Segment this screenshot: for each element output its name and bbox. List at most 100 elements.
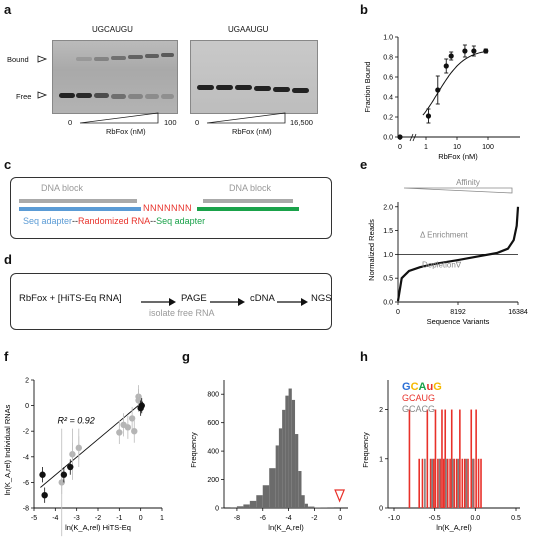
free-band xyxy=(197,85,214,90)
black-point xyxy=(39,471,46,478)
data-point xyxy=(443,63,449,69)
y-tick-label: 2.0 xyxy=(383,204,393,211)
x-tick-label: -4 xyxy=(52,515,58,522)
black-point xyxy=(67,463,74,471)
x-tick-label: -4 xyxy=(285,515,291,522)
dash-separator: -- xyxy=(72,216,79,226)
normalized-reads-chart: 0.0 0.5 1.0 1.5 2.0 0 8192 16384 Affinity Δ Enric… xyxy=(367,178,528,326)
x-tick-label: -5 xyxy=(31,515,37,522)
histogram-bar xyxy=(249,500,257,508)
free-band xyxy=(292,88,309,93)
motif-bar xyxy=(437,458,439,508)
x-axis-label: RbFox (nM) xyxy=(438,152,478,161)
x-tick-label: 16384 xyxy=(508,309,528,316)
y-tick-label: 0 xyxy=(25,403,29,410)
motif-logo-letter: A xyxy=(419,381,427,393)
x-tick-label: 8192 xyxy=(450,309,466,316)
dna-block-right-label: DNA block xyxy=(229,183,272,193)
legend-gcacg: GCACG xyxy=(402,404,435,414)
motif-bar xyxy=(444,409,447,508)
bound-band xyxy=(111,56,126,60)
gray-point xyxy=(124,424,132,431)
motif-logo-letter: G xyxy=(433,381,442,393)
seq-adapter-left-bar xyxy=(19,207,141,211)
panel-label-h: h xyxy=(360,349,368,364)
reads-curve xyxy=(396,206,520,302)
x-tick-label: -1.0 xyxy=(388,515,400,522)
histogram-bar xyxy=(301,495,305,508)
x-tick-label: 1 xyxy=(424,144,428,151)
motif-logo-letter: u xyxy=(426,381,433,393)
free-band xyxy=(111,94,126,99)
motif-bar xyxy=(472,458,475,508)
panel-label-e: e xyxy=(360,157,368,172)
dna-block-left-bar xyxy=(19,199,137,203)
depletion-label: Depletion∇ xyxy=(422,261,462,270)
x-tick-label: 1 xyxy=(160,515,164,522)
affinity-histogram: -8 -6 -4 -2 0 0 200 400 600 800 Frequency ln(K_A,re… xyxy=(189,380,348,532)
motif-bar xyxy=(465,458,468,508)
motif-bar xyxy=(438,458,441,508)
free-band xyxy=(59,93,75,98)
motif-bar xyxy=(421,458,424,508)
motif-bar xyxy=(477,458,480,508)
library-design-box: DNA block DNA block NNNNNNN Seq adapter-… xyxy=(10,177,332,239)
x-tick-label: -2 xyxy=(311,515,317,522)
randomized-rna-label: Randomized RNA xyxy=(78,216,151,226)
x-tick-label: -0.5 xyxy=(429,515,441,522)
data-point xyxy=(462,48,468,54)
workflow-note: isolate free RNA xyxy=(149,308,215,318)
motif-bar xyxy=(463,458,466,508)
bound-arrow-icon xyxy=(37,55,48,63)
y-tick-label: 0.8 xyxy=(383,55,393,62)
affinity-wedge-icon xyxy=(403,187,513,194)
free-arrow-icon xyxy=(37,91,48,99)
motif-histogram: -1.0 -0.5 0.0 0.5012GCAuGGCAUGGCACGFrequenc… xyxy=(361,380,521,532)
gcaug-marker-icon xyxy=(334,489,346,503)
y-tick-label: 2 xyxy=(25,378,29,385)
x-tick-label: 0.5 xyxy=(511,515,521,522)
dash-separator: -- xyxy=(150,216,157,226)
motif-bar xyxy=(446,458,449,508)
bound-band xyxy=(94,57,109,61)
black-point xyxy=(41,492,48,499)
x-tick-label: 0.0 xyxy=(470,515,480,522)
dna-block-left-label: DNA block xyxy=(41,183,84,193)
y-tick-label: 800 xyxy=(207,392,219,399)
motif-bar xyxy=(451,458,454,508)
histogram-bar xyxy=(314,507,321,508)
histogram-bar xyxy=(288,388,292,508)
black-point xyxy=(137,404,144,412)
y-tick-label: 400 xyxy=(207,449,219,456)
y-axis-label: ln(K_A,rel) Individual RNAs xyxy=(3,404,12,495)
free-band xyxy=(161,94,174,99)
correlation-chart: -5 -4 -3 -2 -1 0 1 -8 -6 -4 -2 0 2 R² = 0.92 ln(K_A,re… xyxy=(3,378,164,537)
workflow-step-3: cDNA xyxy=(250,293,275,304)
panel-label-b: b xyxy=(360,2,368,17)
y-tick-label: 600 xyxy=(207,420,219,427)
histogram-bar xyxy=(269,468,276,508)
data-point xyxy=(397,134,403,140)
panel-label-d: d xyxy=(4,252,12,267)
x-tick-label: 10 xyxy=(453,144,461,151)
motif-logo: GCAuG xyxy=(402,381,442,393)
histogram-bar xyxy=(304,503,308,508)
y-tick-label: 0 xyxy=(379,506,383,513)
y-tick-label: 1.5 xyxy=(383,228,393,235)
free-band xyxy=(254,86,271,91)
histogram-bar xyxy=(236,506,244,508)
arrow-icon xyxy=(210,298,245,306)
randomized-sequence: NNNNNNN xyxy=(143,203,192,213)
gel1-concentration-wedge xyxy=(79,112,159,124)
bound-label: Bound xyxy=(7,55,29,64)
data-point xyxy=(448,53,454,59)
dna-block-right-bar xyxy=(203,199,293,203)
y-tick-label: 0 xyxy=(215,506,219,513)
y-axis-label: Normalized Reads xyxy=(367,219,376,281)
black-point xyxy=(60,471,68,478)
seq-adapter-right-bar xyxy=(197,207,299,211)
component-labels: Seq adapter--Randomized RNA--Seq adapter xyxy=(23,216,205,226)
free-label: Free xyxy=(16,92,32,101)
y-tick-label: 0.0 xyxy=(383,300,393,307)
affinity-label: Affinity xyxy=(456,178,480,187)
